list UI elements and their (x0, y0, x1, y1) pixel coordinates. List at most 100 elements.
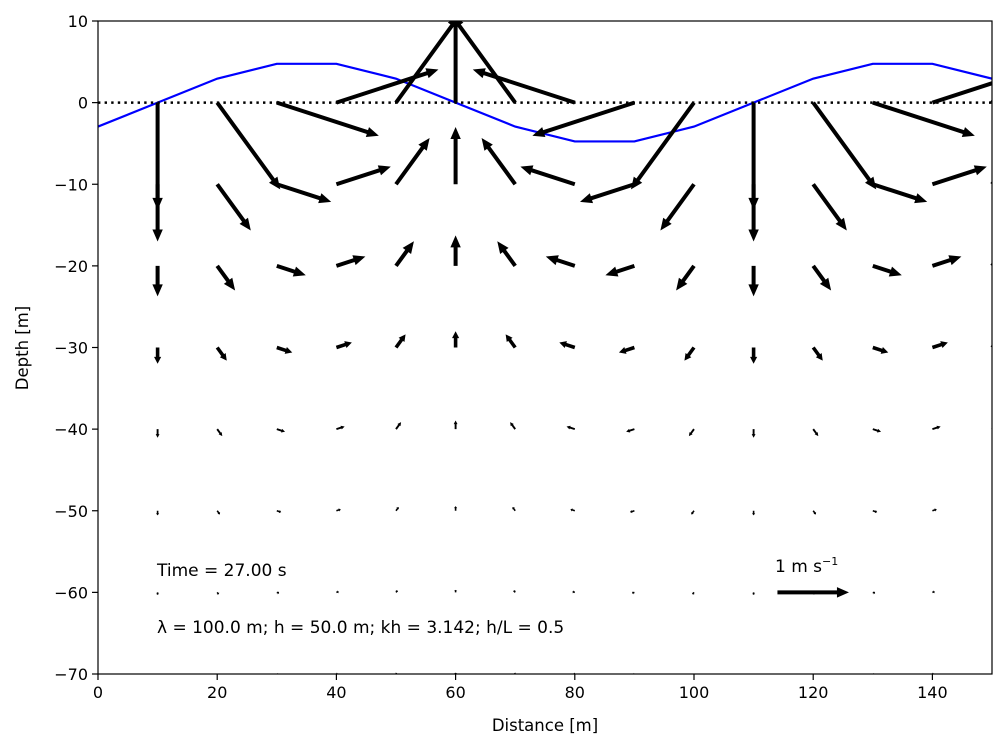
velocity-arrow (276, 428, 286, 433)
velocity-arrow (336, 425, 345, 431)
velocity-arrow (872, 591, 876, 595)
velocity-arrow (748, 265, 759, 297)
velocity-arrow (872, 345, 889, 354)
velocity-arrow (276, 182, 332, 204)
velocity-arrow (812, 428, 819, 437)
x-tick-label: 140 (917, 683, 948, 702)
x-tick-label: 40 (326, 683, 346, 702)
velocity-arrow (215, 101, 281, 190)
velocity-arrow (931, 165, 987, 187)
velocity-arrow (580, 182, 636, 204)
velocity-arrow (152, 265, 163, 297)
velocity-arrow (156, 592, 160, 595)
velocity-arrow (394, 21, 458, 104)
velocity-arrow (676, 264, 696, 291)
scale-key-exponent: −1 (822, 555, 838, 568)
x-tick-label: 80 (565, 683, 585, 702)
velocity-arrow (394, 137, 430, 186)
velocity-arrow (335, 341, 352, 350)
velocity-arrow (872, 509, 878, 514)
velocity-arrow (660, 183, 696, 231)
velocity-arrow (452, 331, 460, 348)
wave-surface-line (98, 62, 992, 143)
velocity-arrow (931, 81, 992, 105)
velocity-arrow (811, 183, 847, 231)
velocity-arrow (154, 347, 162, 364)
y-tick-label: 10 (68, 12, 88, 31)
velocity-arrow (453, 420, 458, 430)
scale-key: 1 m s−1 (775, 555, 849, 598)
scale-key-unit: 1 m s (775, 557, 822, 577)
velocity-arrow (618, 345, 635, 354)
velocity-arrow (215, 183, 251, 231)
velocity-arrow (454, 589, 458, 593)
velocity-arrow (505, 334, 517, 349)
velocity-arrow (688, 428, 695, 437)
velocity-arrow (215, 264, 236, 291)
velocity-arrow (276, 591, 280, 595)
y-tick-label: −30 (54, 339, 88, 358)
y-tick-label: −60 (54, 583, 88, 602)
velocity-arrow (751, 429, 756, 438)
velocity-arrow (811, 264, 832, 291)
velocity-arrow (510, 422, 516, 430)
velocity-arrow (872, 428, 882, 433)
velocity-arrow (453, 21, 458, 103)
velocity-arrow (276, 509, 282, 514)
velocity-arrow (931, 255, 962, 268)
velocity-arrow (748, 102, 759, 210)
velocity-arrow (605, 263, 636, 277)
velocity-arrow (450, 127, 461, 185)
velocity-arrow (335, 68, 439, 105)
velocity-arrow (566, 425, 576, 431)
velocity-arrow (276, 263, 306, 277)
velocity-arrow (545, 255, 576, 268)
scale-key-arrow (777, 587, 849, 598)
velocity-arrow (872, 182, 928, 204)
velocity-arrow (872, 100, 975, 138)
x-tick-label: 20 (207, 683, 227, 702)
velocity-arrow (691, 510, 695, 515)
velocity-arrow (748, 184, 759, 242)
velocity-arrow (811, 101, 877, 190)
velocity-arrow (215, 346, 227, 361)
x-tick-label: 100 (679, 683, 710, 702)
velocity-arrow (394, 334, 406, 349)
velocity-arrow (216, 591, 220, 595)
y-tick-label: −70 (54, 665, 88, 684)
velocity-arrow (632, 591, 635, 595)
velocity-arrow (336, 590, 339, 594)
velocity-arrow (750, 347, 758, 364)
velocity-arrow (932, 508, 937, 512)
velocity-arrow (626, 428, 635, 433)
velocity-arrow (497, 241, 517, 268)
velocity-arrow (216, 428, 223, 437)
velocity-arrow (454, 506, 458, 511)
velocity-arrow (572, 590, 576, 594)
velocity-arrow (336, 508, 341, 512)
velocity-arrow (481, 137, 517, 186)
velocity-arrow (276, 100, 379, 138)
velocity-arrow (872, 263, 902, 277)
velocity-arrow (932, 425, 941, 431)
velocity-arrow (812, 510, 817, 515)
x-tick-label: 120 (798, 683, 829, 702)
velocity-arrow (513, 590, 516, 593)
velocity-arrow (752, 510, 756, 516)
velocity-arrow (450, 235, 461, 266)
y-tick-label: −20 (54, 257, 88, 276)
velocity-arrow (630, 101, 696, 190)
scale-key-label: 1 m s−1 (775, 555, 838, 577)
velocity-arrow (152, 184, 163, 242)
x-axis-label: Distance [m] (492, 716, 598, 735)
velocity-arrow (520, 165, 576, 187)
y-tick-label: −40 (54, 420, 88, 439)
y-tick-label: 0 (78, 94, 88, 113)
params-annotation: λ = 100.0 m; h = 50.0 m; kh = 3.142; h/L… (157, 618, 564, 638)
velocity-arrow (512, 507, 516, 512)
velocity-arrow (216, 510, 221, 515)
velocity-arrow (335, 255, 366, 268)
velocity-arrow (276, 345, 293, 354)
y-axis-label: Depth [m] (13, 306, 32, 390)
